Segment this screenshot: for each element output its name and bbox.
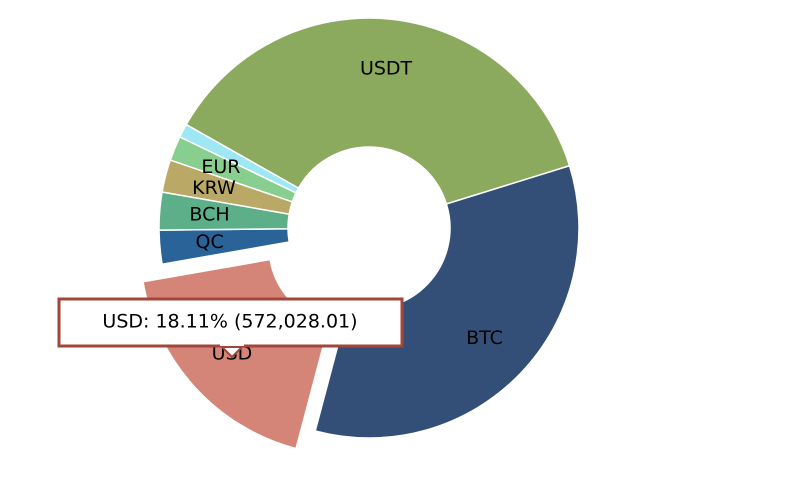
tooltip-box: [57, 297, 404, 348]
slice: [185, 17, 571, 205]
slice-label: BCH: [189, 204, 229, 226]
tooltip-pointer: [219, 346, 245, 359]
slice-label: QC: [196, 231, 224, 253]
slice-label: EUR: [201, 156, 240, 178]
tooltip-text: USD: 18.11% (572,028.01): [102, 311, 357, 333]
tooltip: USD: 18.11% (572,028.01): [57, 297, 404, 359]
slice-label: USDT: [360, 57, 413, 79]
slice: [314, 164, 580, 439]
tooltip-pointer-mask: [220, 343, 244, 346]
slice-label: BTC: [466, 327, 503, 349]
slice: [178, 123, 300, 194]
slice-label: KRW: [192, 177, 236, 199]
